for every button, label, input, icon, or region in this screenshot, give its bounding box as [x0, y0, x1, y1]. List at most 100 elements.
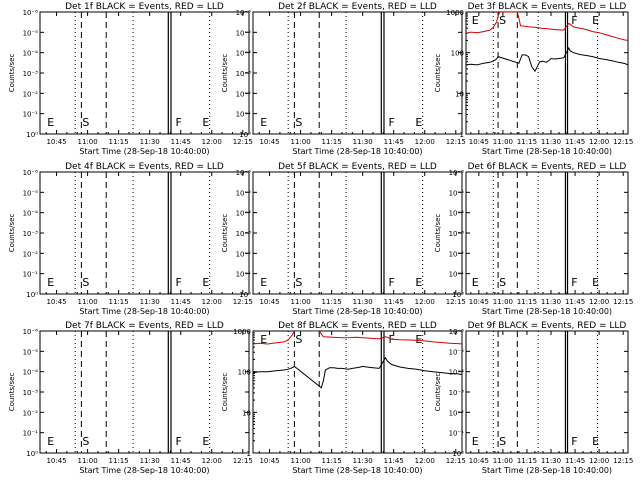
- marker-s: S: [499, 14, 506, 27]
- x-tick-label: 11:30: [541, 138, 561, 146]
- x-axis-label: Start Time (28-Sep-18 10:40:00): [79, 147, 209, 156]
- x-tick-label: 12:00: [415, 298, 435, 306]
- series-lld-line: [466, 12, 628, 41]
- y-tick-label: 10⁻²: [23, 90, 39, 98]
- marker-s: S: [295, 333, 302, 346]
- x-axis-label: Start Time (28-Sep-18 10:40:00): [79, 307, 209, 316]
- y-tick-label: 10⁻³: [23, 70, 39, 78]
- marker-f: F: [176, 116, 182, 129]
- x-tick-label: 11:45: [171, 298, 191, 306]
- x-tick-label: 11:30: [353, 298, 373, 306]
- y-tick-label: 10⁻³: [23, 389, 39, 397]
- y-tick-label: 10⁻³: [236, 70, 252, 78]
- det-panel-2: Det 2f BLACK = Events, RED = LLD 10:45 11:…: [221, 2, 466, 156]
- x-tick-label: 11:00: [493, 457, 513, 465]
- x-tick-label: 12:15: [233, 138, 253, 146]
- marker-end-e: E: [415, 333, 422, 346]
- marker-end-e: E: [415, 276, 422, 289]
- x-tick-label: 11:45: [384, 138, 404, 146]
- x-tick-label: 11:00: [493, 298, 513, 306]
- marker-end-e: E: [592, 435, 599, 448]
- x-tick-label: 11:15: [109, 298, 129, 306]
- marker-f: F: [389, 276, 395, 289]
- det-panel-4: Det 4f BLACK = Events, RED = LLD 10:45 11:…: [8, 162, 253, 316]
- marker-f: F: [176, 276, 182, 289]
- panel-title: Det 3f BLACK = Events, RED = LLD: [468, 2, 627, 12]
- y-tick-label: 10⁻²: [449, 409, 465, 417]
- y-tick-label: 10⁰: [26, 291, 38, 299]
- marker-f: F: [571, 14, 577, 27]
- y-tick-label: 10⁻¹: [449, 271, 465, 279]
- panel-title: Det 6f BLACK = Events, RED = LLD: [468, 162, 627, 172]
- x-tick-label: 10:45: [46, 457, 66, 465]
- det-panel-5: Det 5f BLACK = Events, RED = LLD 10:45 11:…: [221, 162, 466, 316]
- y-axis-label: Counts/sec: [434, 373, 442, 412]
- y-tick-label: 10⁻¹: [23, 111, 39, 119]
- marker-end-e: E: [202, 435, 209, 448]
- y-tick-label: 10⁰: [26, 450, 38, 458]
- marker-end-e: E: [202, 276, 209, 289]
- y-axis-label: Counts/sec: [8, 54, 16, 93]
- y-tick-label: 10⁻⁴: [23, 369, 39, 377]
- x-tick-label: 11:30: [140, 298, 160, 306]
- panel-title: Det 1f BLACK = Events, RED = LLD: [65, 2, 224, 12]
- plot-frame: [465, 171, 629, 295]
- marker-start-e: E: [47, 116, 54, 129]
- x-tick-label: 10:45: [469, 457, 489, 465]
- x-tick-label: 11:15: [517, 298, 537, 306]
- det-panel-7: Det 7f BLACK = Events, RED = LLD 10:45 11:…: [8, 321, 253, 475]
- y-tick-label: 10⁻¹: [449, 430, 465, 438]
- x-tick-label: 10:45: [46, 138, 66, 146]
- x-tick-label: 12:15: [446, 138, 466, 146]
- marker-start-e: E: [472, 14, 479, 27]
- y-tick-label: 10⁻²: [23, 409, 39, 417]
- marker-start-e: E: [472, 276, 479, 289]
- marker-end-e: E: [592, 276, 599, 289]
- x-axis-label: Start Time (28-Sep-18 10:40:00): [292, 307, 422, 316]
- marker-s: S: [499, 435, 506, 448]
- y-tick-label: 100: [238, 369, 251, 377]
- y-tick-label: 1: [460, 131, 464, 139]
- plot-frame: [39, 11, 250, 135]
- x-tick-label: 11:00: [493, 138, 513, 146]
- marker-start-e: E: [47, 435, 54, 448]
- x-tick-label: 11:15: [109, 457, 129, 465]
- x-tick-label: 12:00: [589, 138, 609, 146]
- marker-s: S: [295, 116, 302, 129]
- x-tick-label: 11:30: [541, 457, 561, 465]
- marker-f: F: [571, 276, 577, 289]
- x-tick-label: 12:00: [202, 138, 222, 146]
- det-panel-9: Det 9f BLACK = Events, RED = LLD 10:45 11:…: [434, 321, 633, 475]
- y-tick-label: 10⁻⁵: [236, 189, 252, 197]
- y-tick-label: 10⁻¹: [23, 271, 39, 279]
- x-tick-label: 11:30: [353, 457, 373, 465]
- x-tick-label: 11:00: [291, 457, 311, 465]
- x-tick-label: 11:15: [322, 138, 342, 146]
- marker-s: S: [82, 116, 89, 129]
- x-tick-label: 12:15: [446, 457, 466, 465]
- y-tick-label: 10⁻²: [236, 90, 252, 98]
- x-axis-label: Start Time (28-Sep-18 10:40:00): [482, 466, 612, 475]
- x-tick-label: 11:15: [517, 457, 537, 465]
- y-tick-label: 10⁻⁵: [23, 29, 39, 37]
- x-tick-label: 11:45: [565, 138, 585, 146]
- plot-frame: [252, 11, 463, 135]
- marker-start-e: E: [472, 435, 479, 448]
- panel-title: Det 5f BLACK = Events, RED = LLD: [278, 162, 437, 172]
- det-panel-1: Det 1f BLACK = Events, RED = LLD 10:45 11:…: [8, 2, 253, 156]
- x-tick-label: 11:15: [322, 298, 342, 306]
- x-tick-label: 11:45: [171, 457, 191, 465]
- marker-s: S: [82, 276, 89, 289]
- marker-f: F: [571, 435, 577, 448]
- y-tick-label: 10⁰: [26, 131, 38, 139]
- y-tick-label: 10⁻³: [236, 230, 252, 238]
- x-tick-label: 12:15: [613, 138, 633, 146]
- x-tick-label: 12:00: [589, 457, 609, 465]
- y-tick-label: 10⁻⁶: [23, 328, 39, 336]
- y-tick-label: 10⁻³: [23, 230, 39, 238]
- x-tick-label: 11:00: [78, 298, 98, 306]
- y-tick-label: 10⁻⁴: [23, 210, 39, 218]
- x-tick-label: 12:00: [202, 298, 222, 306]
- x-axis-label: Start Time (28-Sep-18 10:40:00): [292, 147, 422, 156]
